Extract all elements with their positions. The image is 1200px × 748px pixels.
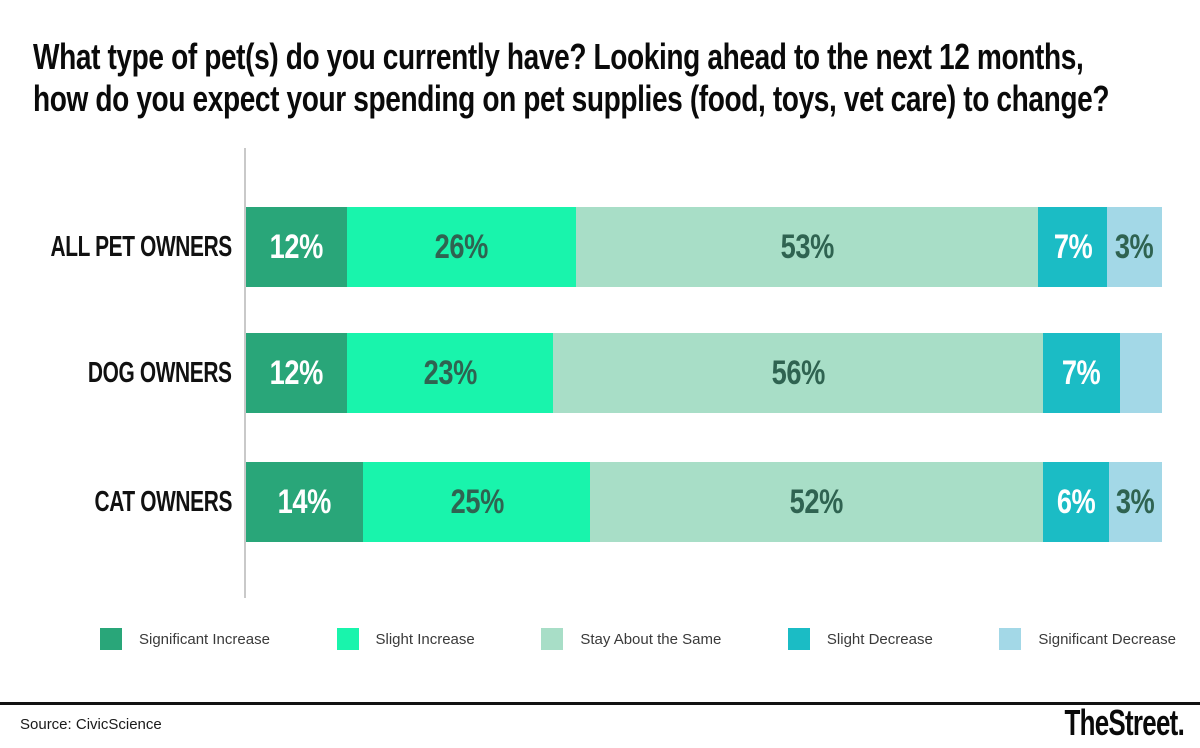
legend-swatch-icon [100,628,122,650]
source-credit: Source: CivicScience [20,716,162,733]
bar-segment: 23% [346,333,553,413]
bar-segment: 7% [1038,207,1108,287]
legend-swatch-icon [336,628,359,650]
chart-title-line1: What type of pet(s) do you currently hav… [33,36,1084,77]
legend-swatch-icon [541,628,564,650]
legend-item: Stay About the Same [541,628,721,650]
bar-segment-value: 7% [1053,227,1092,266]
chart-title-line2: how do you expect your spending on pet s… [33,78,1110,119]
bar-segment-value: 56% [771,353,825,392]
bar-segment-value: 26% [434,227,489,266]
bar-segment-value: 23% [423,353,477,392]
bar-segment-value: 3% [1116,482,1155,521]
bar-segment-value: 3% [1115,227,1154,266]
bar-segment-value: 12% [269,227,324,266]
bar-segment: 14% [246,462,364,542]
category-label: DOG OWNERS [0,333,232,413]
legend-item: Slight Increase [336,628,475,650]
bar-segment: 25% [363,462,591,542]
category-label: ALL PET OWNERS [0,207,233,287]
bar-segment: 3% [1107,207,1162,287]
category-label-text: DOG OWNERS [88,356,232,389]
bar-row: CAT OWNERS 14% 25% 52% 6% 3% [0,462,1162,542]
bar-segment: 53% [575,207,1039,287]
bar-segment: 26% [346,207,576,287]
bar-segment-value: 12% [269,353,324,392]
bar-segment: 7% [1042,333,1120,413]
bar-segment [1119,333,1162,413]
legend-item: Significant Increase [100,628,270,650]
stacked-bar: 12% 26% 53% 7% 3% [246,207,1162,287]
legend-label: Significant Decrease [1038,630,1176,648]
legend: Significant Increase Slight Increase Stay … [100,628,1176,650]
category-label: CAT OWNERS [0,462,232,542]
category-label-text: ALL PET OWNERS [50,230,233,263]
bar-segment-value: 14% [278,482,332,521]
legend-item: Significant Decrease [999,628,1176,650]
y-axis-line [244,148,246,598]
legend-label: Stay About the Same [580,630,722,648]
legend-swatch-icon [999,628,1022,650]
bar-segment-value: 25% [450,482,504,521]
category-label-text: CAT OWNERS [94,485,232,518]
legend-label: Slight Decrease [826,630,933,648]
bar-row: DOG OWNERS 12% 23% 56% 7% [0,333,1162,413]
bar-segment: 52% [590,462,1043,542]
chart-title: What type of pet(s) do you currently hav… [33,36,1200,120]
bar-segment: 12% [246,207,347,287]
footer-divider [0,702,1200,705]
bar-segment: 56% [552,333,1043,413]
legend-item: Slight Decrease [787,628,933,650]
bar-segment: 3% [1108,462,1162,542]
bar-segment-value: 52% [790,482,844,521]
stacked-bar: 12% 23% 56% 7% [246,333,1162,413]
legend-label: Slight Increase [375,630,475,648]
bar-segment: 6% [1042,462,1109,542]
legend-swatch-icon [787,628,810,650]
legend-label: Significant Increase [139,630,270,648]
bar-segment-value: 7% [1062,353,1101,392]
thestreet-logo: TheStreet. [1064,702,1184,743]
bar-segment-value: 6% [1056,482,1096,521]
bar-row: ALL PET OWNERS 12% 26% 53% 7% 3% [0,207,1162,287]
stacked-bar: 14% 25% 52% 6% 3% [246,462,1162,542]
bar-segment: 12% [246,333,347,413]
bar-segment-value: 53% [780,227,834,266]
